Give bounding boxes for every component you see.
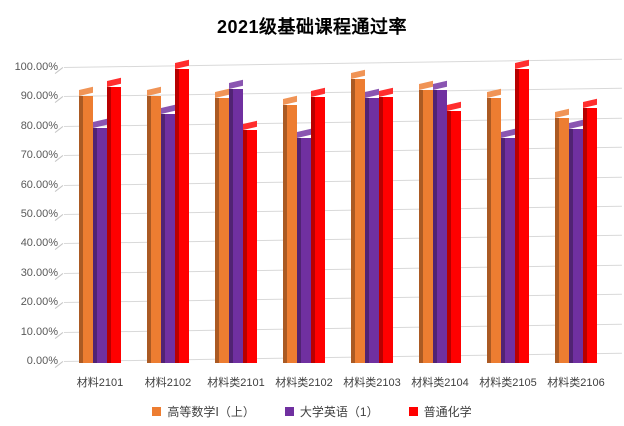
- bar[interactable]: [161, 104, 175, 363]
- y-axis-tick-label: 80.00%: [20, 119, 58, 132]
- x-axis-tick-label: 材料2101: [76, 377, 124, 389]
- legend-item[interactable]: 普通化学: [408, 403, 472, 420]
- bar[interactable]: [447, 101, 461, 363]
- bar[interactable]: [243, 120, 257, 363]
- bar-top-face: [583, 98, 597, 109]
- legend-label: 普通化学: [423, 405, 472, 419]
- bar-top-face: [229, 79, 243, 89]
- y-axis-tick-label: 100.00%: [14, 61, 58, 73]
- legend-swatch-icon: [152, 407, 162, 416]
- bar-top-face: [161, 104, 175, 114]
- bar[interactable]: [175, 59, 189, 363]
- y-axis-tick-label: 40.00%: [20, 237, 58, 250]
- y-axis-tick-label: 20.00%: [20, 296, 58, 309]
- y-axis-tick-label: 50.00%: [20, 208, 58, 220]
- legend-item[interactable]: 高等数学Ⅰ（上）: [152, 403, 255, 420]
- bar[interactable]: [515, 59, 529, 363]
- bar-top-face: [379, 87, 393, 97]
- y-axis-tick-label: 90.00%: [20, 90, 58, 103]
- bar-top-face: [283, 95, 297, 105]
- legend-swatch-icon: [284, 407, 294, 416]
- bar[interactable]: [93, 118, 107, 363]
- x-axis-tick-label: 材料类2104: [411, 377, 469, 389]
- bar-top-face: [487, 89, 501, 99]
- bar-top-face: [569, 120, 583, 130]
- x-axis-tick-label: 材料类2106: [547, 377, 605, 389]
- bar[interactable]: [433, 80, 447, 363]
- bar[interactable]: [229, 79, 243, 363]
- bar-top-face: [501, 128, 515, 138]
- bar[interactable]: [215, 89, 229, 363]
- y-axis-tick-label: 0.00%: [26, 355, 58, 367]
- bar[interactable]: [311, 87, 325, 363]
- x-axis-tick-label: 材料类2105: [479, 377, 537, 389]
- x-axis-tick-label: 材料类2101: [207, 377, 265, 389]
- bar-top-face: [297, 128, 311, 138]
- bar-top-face: [447, 101, 461, 112]
- bar[interactable]: [107, 77, 121, 363]
- bar[interactable]: [379, 87, 393, 363]
- x-axis-tick-label: 材料2102: [144, 377, 192, 389]
- y-axis-tick-label: 30.00%: [20, 266, 58, 279]
- y-axis-tick-label: 60.00%: [20, 178, 58, 191]
- chart-title: 2021级基础课程通过率: [216, 17, 408, 37]
- bar-top-face: [365, 89, 379, 99]
- bar-top-face: [433, 80, 447, 90]
- bar-top-face: [311, 87, 325, 97]
- bar[interactable]: [569, 120, 583, 363]
- y-axis-tick-label: 10.00%: [20, 325, 58, 338]
- bar[interactable]: [487, 89, 501, 363]
- bar[interactable]: [79, 86, 93, 363]
- y-axis-tick-label: 70.00%: [20, 149, 58, 162]
- bar[interactable]: [365, 89, 379, 363]
- chart-legend: 高等数学Ⅰ（上） 大学英语（1） 普通化学: [0, 403, 624, 420]
- legend-swatch-icon: [408, 407, 418, 416]
- bar-top-face: [215, 89, 229, 99]
- bar-top-face: [555, 108, 569, 119]
- legend-label: 高等数学Ⅰ（上）: [167, 405, 255, 419]
- legend-label: 大学英语（1）: [299, 405, 379, 419]
- bar-top-face: [243, 120, 257, 130]
- bar[interactable]: [583, 98, 597, 363]
- bar-top-face: [175, 59, 189, 69]
- bar-top-face: [107, 77, 121, 87]
- bar[interactable]: [147, 86, 161, 363]
- bar[interactable]: [419, 80, 433, 363]
- bar[interactable]: [501, 128, 515, 363]
- bar[interactable]: [283, 95, 297, 363]
- bar[interactable]: [351, 69, 365, 363]
- legend-item[interactable]: 大学英语（1）: [284, 403, 379, 420]
- bar[interactable]: [297, 128, 311, 363]
- gridline: [63, 58, 622, 68]
- x-axis-tick-label: 材料类2102: [275, 377, 333, 389]
- bar[interactable]: [555, 108, 569, 363]
- bar-top-face: [351, 69, 365, 79]
- x-axis-tick-label: 材料类2103: [343, 377, 401, 389]
- bar-top-face: [419, 80, 433, 90]
- bar-top-face: [79, 86, 93, 96]
